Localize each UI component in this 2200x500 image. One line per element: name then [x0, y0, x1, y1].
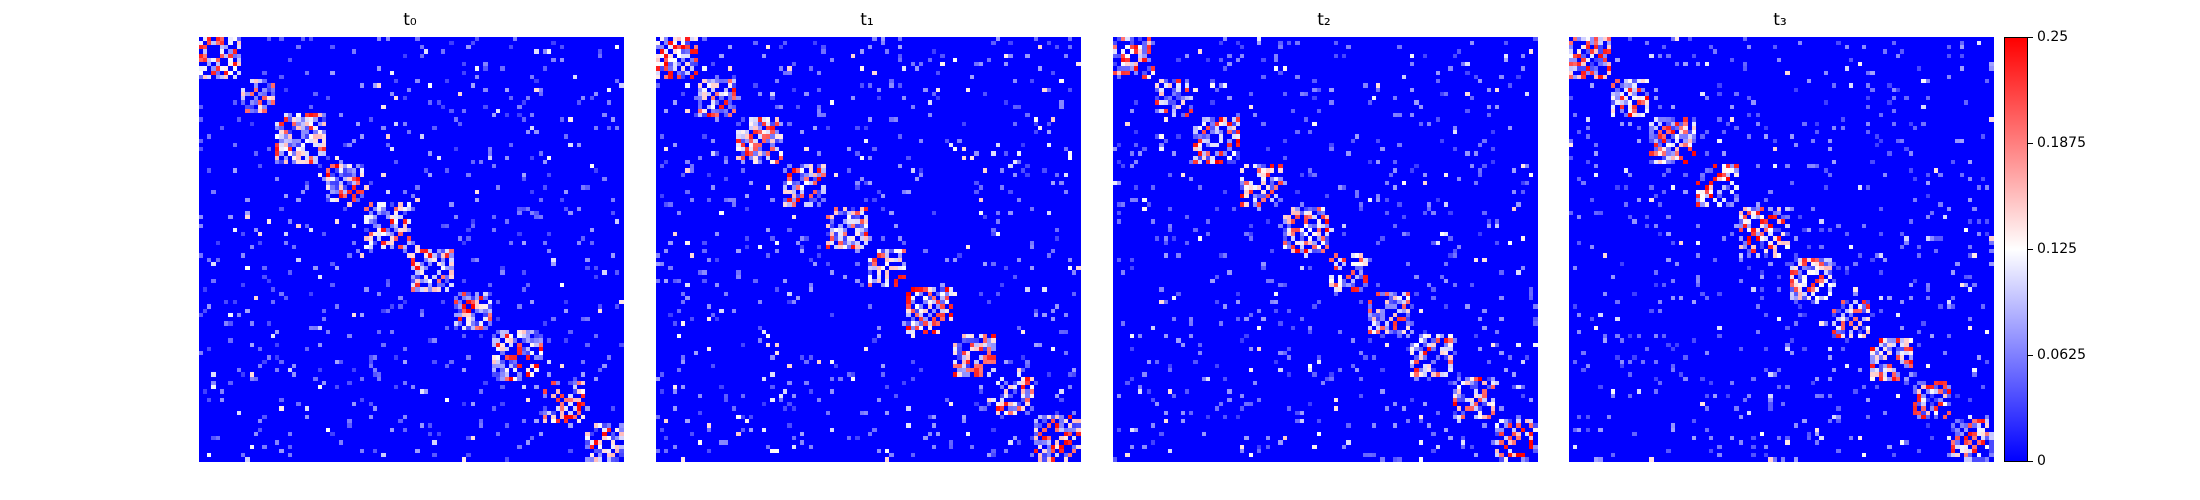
colorbar-tick-label: 0.25 [2037, 29, 2069, 45]
heatmap-t3 [1569, 37, 1994, 462]
colorbar-tick-label: 0.0625 [2037, 347, 2086, 363]
heatmap-t0 [199, 37, 624, 462]
colorbar-tick-mark [2028, 461, 2033, 462]
colorbar [2004, 37, 2028, 462]
panel-title-t2: t₂ [1317, 10, 1331, 30]
colorbar-tick-mark [2028, 37, 2033, 38]
colorbar-tick-label: 0 [2037, 453, 2046, 469]
heatmap-t1 [656, 37, 1081, 462]
panel-title-t0: t₀ [403, 10, 417, 30]
panel-title-t1: t₁ [860, 10, 874, 30]
colorbar-tick-label: 0.1875 [2037, 135, 2086, 151]
panel-title-t3: t₃ [1773, 10, 1787, 30]
heatmap-t2 [1113, 37, 1538, 462]
colorbar-tick-mark [2028, 355, 2033, 356]
colorbar-tick-mark [2028, 249, 2033, 250]
colorbar-tick-label: 0.125 [2037, 241, 2078, 257]
colorbar-tick-mark [2028, 143, 2033, 144]
